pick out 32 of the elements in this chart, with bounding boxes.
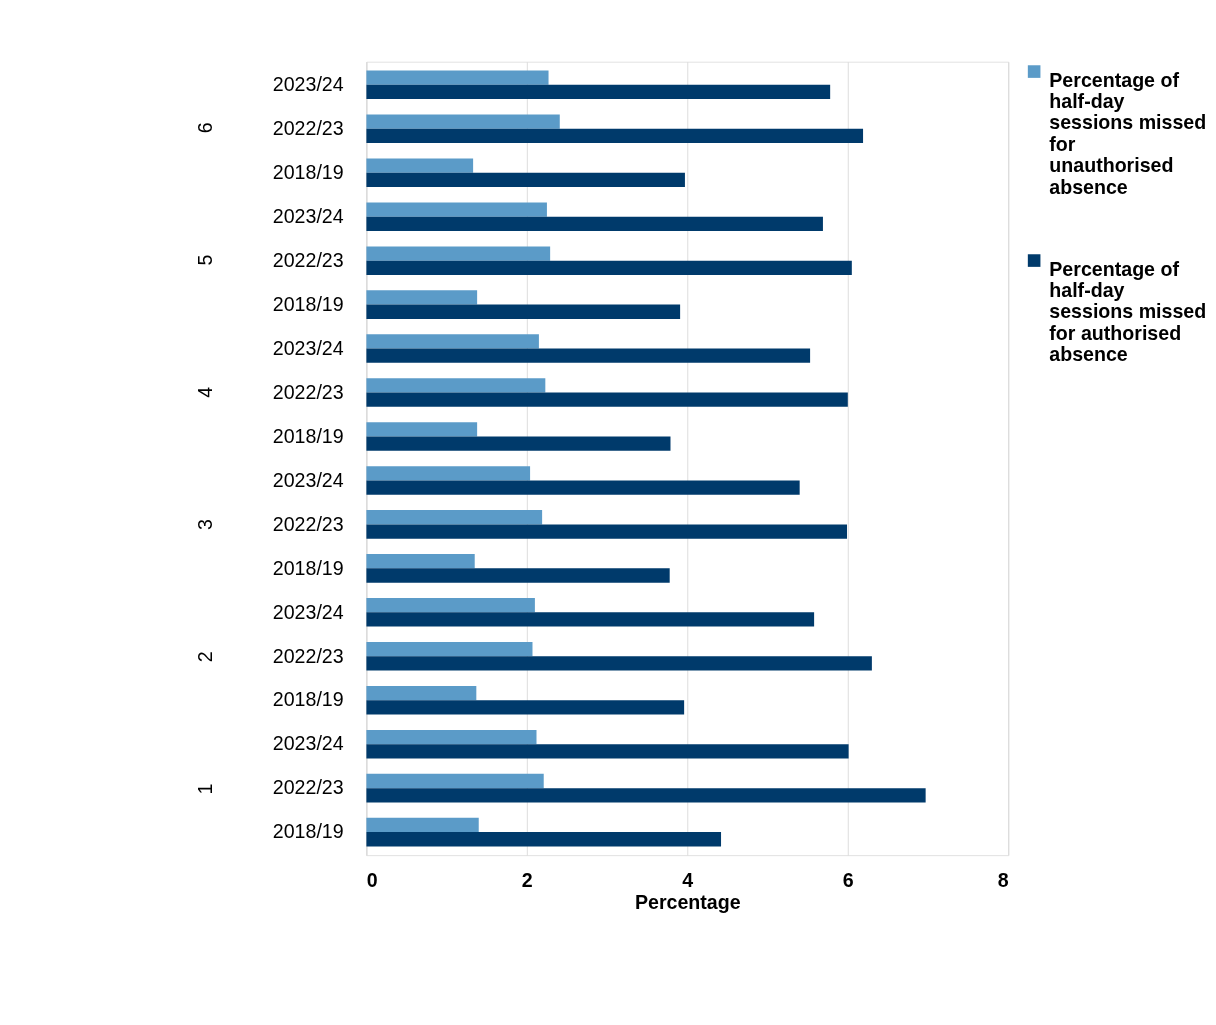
- y-tick-label: 2023/24: [272, 336, 344, 359]
- text: 3: [194, 519, 217, 531]
- x-tick-label: 4: [682, 868, 694, 891]
- y-tick-label: 2023/24: [272, 600, 344, 623]
- y-tick-label: 2023/24: [272, 73, 344, 96]
- y-tick-label: 2018/19: [272, 556, 344, 579]
- x-tick-label: 8: [997, 868, 1009, 891]
- y-tick-label: 2023/24: [272, 732, 344, 755]
- y-tick-label: 2018/19: [272, 292, 344, 315]
- x-tick-label: 6: [842, 868, 854, 891]
- legend-label: Percentage of half-day sessions missed for unauthorised absence: [1049, 68, 1207, 198]
- text: 5: [194, 254, 217, 266]
- text: 1: [194, 783, 217, 795]
- text: 4: [194, 386, 217, 398]
- text: 6: [194, 122, 217, 134]
- y-tick-label: 2018/19: [272, 688, 344, 711]
- y-tick-label: 2018/19: [272, 820, 344, 843]
- y-tick-label: 2022/23: [272, 776, 344, 799]
- x-tick-label: 0: [366, 868, 378, 891]
- y-tick-label: 2023/24: [272, 468, 344, 491]
- text: 2: [194, 651, 217, 663]
- y-tick-label: 2022/23: [272, 248, 344, 271]
- y-tick-label: 2018/19: [272, 424, 344, 447]
- x-axis-title: Percentage: [634, 891, 741, 914]
- y-tick-label: 2022/23: [272, 644, 344, 667]
- y-tick-label: 2023/24: [272, 204, 344, 227]
- y-tick-label: 2018/19: [272, 160, 344, 183]
- y-tick-label: 2022/23: [272, 512, 344, 535]
- y-tick-label: 2022/23: [272, 380, 344, 403]
- x-tick-label: 2: [521, 868, 533, 891]
- y-tick-label: 2022/23: [272, 117, 344, 140]
- legend-label: Percentage of half-day sessions missed for authorised absence: [1049, 257, 1207, 366]
